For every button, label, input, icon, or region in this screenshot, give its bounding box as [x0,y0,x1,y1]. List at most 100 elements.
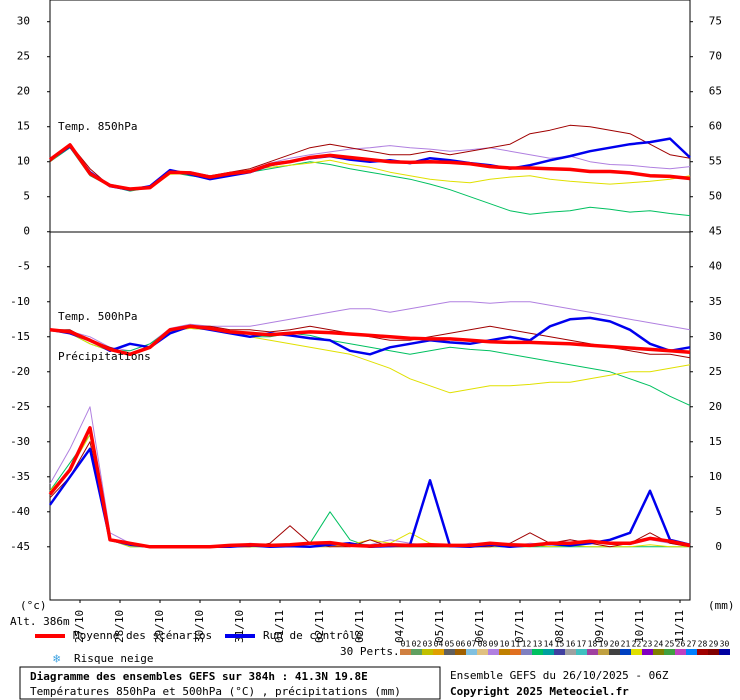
perturbation-swatch [609,649,620,655]
snow-label: Risque neige [74,652,153,665]
x-tick-label: 01/11 [273,610,286,643]
snow-icon: ❄ [53,652,60,666]
x-tick-label: 29/10 [153,610,166,643]
panel-label: Temp. 850hPa [58,120,137,133]
series-layer [48,124,691,549]
legend-label: Run de contrôle [263,629,362,642]
perturbation-label: 29 [709,640,719,649]
perturbation-swatch [565,649,576,655]
perturbation-swatch [719,649,730,655]
x-tick-label: 27/10 [73,610,86,643]
x-tick-label: 11/11 [673,610,686,643]
perturbation-swatch [400,649,411,655]
temp-850-line [48,143,691,191]
y2-tick-label: 55 [709,155,722,168]
x-tick-label: 10/11 [633,610,646,643]
x-tick-label: 08/11 [553,610,566,643]
run-label: Ensemble GEFS du 26/10/2025 - 06Z [450,669,669,682]
y2-tick-label: 75 [709,15,722,28]
y2-tick-label: 40 [709,260,722,273]
perturbation-label: 27 [687,640,697,649]
x-tick-label: 06/11 [473,610,486,643]
y-tick-label: -10 [10,295,30,308]
x-tick-label: 31/10 [233,610,246,643]
perturbation-label: 02 [412,640,422,649]
perturbation-swatch [576,649,587,655]
perturbation-label: 08 [478,640,488,649]
y-tick-label: -35 [10,470,30,483]
x-tick-label: 28/10 [113,610,126,643]
altitude: Alt. 386m [10,615,70,628]
perturbation-swatch [642,649,653,655]
perturbation-swatch [697,649,708,655]
perturbation-label: 25 [665,640,675,649]
y2-tick-label: 35 [709,295,722,308]
perturbation-label: 06 [456,640,466,649]
perturbation-label: 26 [676,640,686,649]
y-tick-label: 20 [17,85,30,98]
perturbations-label: 30 Perts. [340,645,400,658]
x-tick-label: 02/11 [313,610,326,643]
perturbation-label: 01 [401,640,411,649]
perturbation-swatch [664,649,675,655]
y2-tick-label: 70 [709,50,722,63]
y-tick-label: 15 [17,120,30,133]
perturbation-label: 24 [654,640,664,649]
perturbation-swatch [411,649,422,655]
temp-500-line [49,324,691,357]
perturbation-swatch [455,649,466,655]
copyright: Copyright 2025 Meteociel.fr [450,685,629,698]
perturbation-label: 19 [599,640,609,649]
perturbation-swatch [444,649,455,655]
panel-label: Temp. 500hPa [58,310,137,323]
perturbation-label: 21 [621,640,631,649]
perturbation-swatch [620,649,631,655]
plot-frame [49,0,691,601]
x-tick-label: 30/10 [193,610,206,643]
perturbation-label: 22 [632,640,642,649]
perturbation-swatch [433,649,444,655]
y2-tick-label: 0 [715,540,722,553]
perturbation-label: 18 [588,640,598,649]
y2-axis-label: (mm) [708,599,735,612]
y2-tick-label: 15 [709,435,722,448]
panel-label: Précipitations [58,350,151,363]
perturbation-label: 13 [533,640,543,649]
y-tick-label: -30 [10,435,30,448]
perturbation-swatch [554,649,565,655]
perturbation-swatch [510,649,521,655]
title-box [19,666,441,700]
perturbation-label: 11 [511,640,521,649]
perturbation-swatch [587,649,598,655]
perturbation-label: 30 [720,640,730,649]
y2-tick-label: 10 [709,470,722,483]
x-tick-label: 09/11 [593,610,606,643]
perturbation-label: 03 [423,640,433,649]
y2-tick-label: 45 [709,225,722,238]
perturbation-swatch [466,649,477,655]
perturbation-swatch [422,649,433,655]
y-tick-label: 10 [17,155,30,168]
perturbation-swatch [499,649,510,655]
perturbation-label: 07 [467,640,477,649]
perturbation-swatch [675,649,686,655]
y2-tick-label: 50 [709,190,722,203]
perturbation-swatch [686,649,697,655]
y-tick-label: -45 [10,540,30,553]
perturbation-label: 23 [643,640,653,649]
perturbation-label: 04 [434,640,444,649]
chart-subtitle: Températures 850hPa et 500hPa (°C) , pré… [30,685,401,698]
perturbation-label: 16 [566,640,576,649]
temp-500-line [49,327,691,406]
perturbation-label: 10 [500,640,510,649]
y-tick-label: -15 [10,330,30,343]
perturbation-label: 17 [577,640,587,649]
y-tick-label: 25 [17,50,30,63]
y2-tick-label: 30 [709,330,722,343]
perturbation-label: 09 [489,640,499,649]
x-tick-label: 03/11 [353,610,366,643]
perturbation-swatch [532,649,543,655]
precip-line [48,426,691,549]
y2-tick-label: 25 [709,365,722,378]
